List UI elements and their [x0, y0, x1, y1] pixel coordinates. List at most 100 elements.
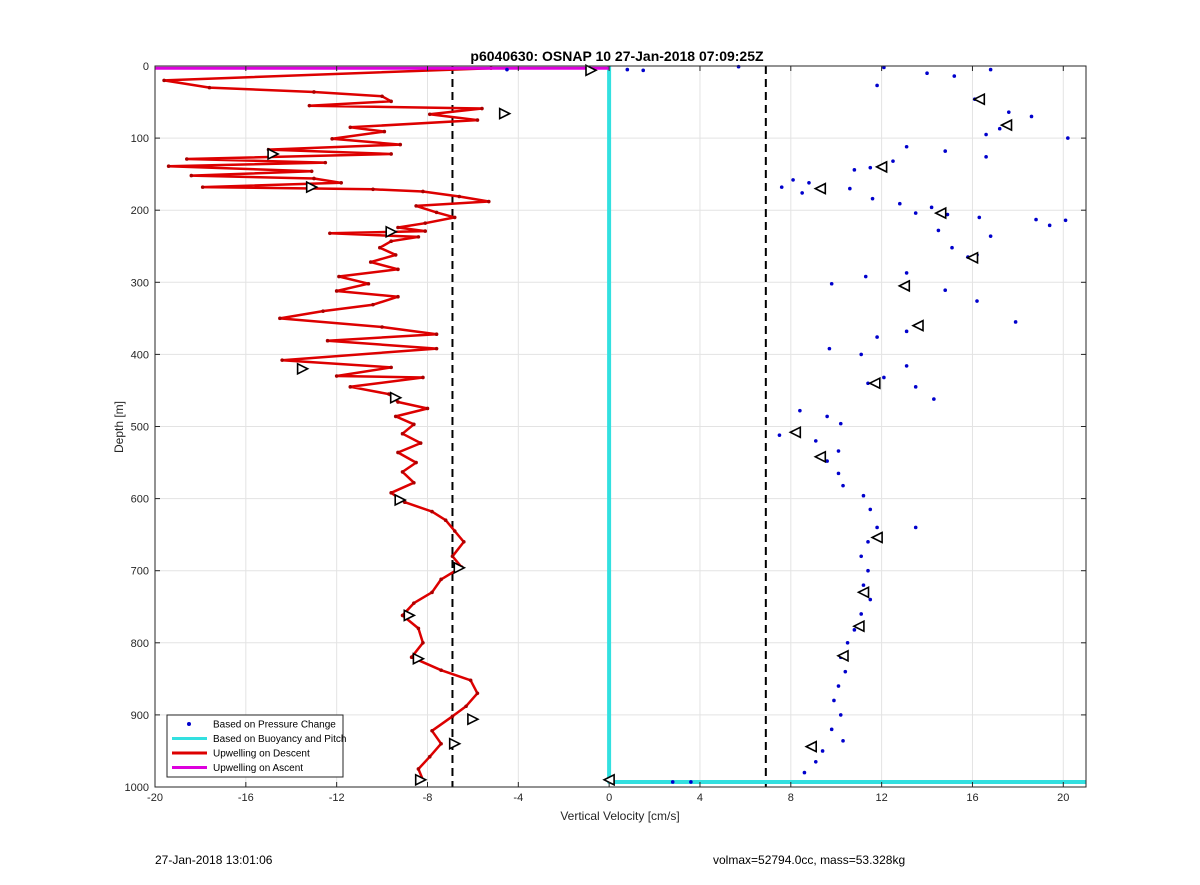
descent-marker: [498, 107, 512, 120]
pressure-change-point: [836, 684, 841, 688]
pressure-change-point: [863, 274, 868, 279]
pressure-change-point: [852, 168, 857, 172]
pressure-change-point: [861, 583, 866, 587]
descent-data-point: [427, 754, 432, 759]
legend-label: Upwelling on Descent: [213, 749, 310, 760]
pressure-change-point: [904, 364, 909, 368]
pressure-change-point: [875, 335, 879, 339]
descent-data-point: [366, 281, 371, 286]
pressure-change-point: [843, 669, 848, 674]
pressure-change-point: [945, 212, 950, 217]
y-tick-label: 800: [131, 638, 149, 650]
descent-data-point: [334, 289, 339, 293]
descent-data-point: [412, 480, 416, 485]
ascent-marker: [836, 649, 849, 663]
pressure-change-point: [932, 397, 936, 401]
descent-marker: [389, 391, 403, 404]
pressure-change-point: [825, 459, 829, 463]
pressure-change-point: [943, 288, 948, 293]
pressure-change-point: [689, 780, 693, 784]
pressure-change-point: [913, 211, 918, 215]
y-tick-label: 400: [131, 349, 149, 361]
descent-marker: [467, 712, 480, 726]
pressure-change-point: [913, 525, 918, 530]
ascent-marker: [852, 619, 865, 633]
pressure-change-point: [813, 439, 818, 443]
x-tick-label: -4: [513, 792, 523, 804]
pressure-change-point: [988, 67, 993, 72]
pressure-change-point: [866, 568, 870, 573]
pressure-change-point: [913, 385, 918, 389]
ascent-marker: [813, 450, 827, 464]
descent-data-point: [452, 215, 457, 220]
pressure-change-point: [866, 540, 870, 544]
pressure-change-point: [838, 713, 843, 717]
descent-data-point: [414, 204, 418, 208]
descent-marker: [296, 362, 310, 376]
descent-data-point: [380, 325, 384, 329]
y-tick-label: 500: [131, 422, 149, 434]
descent-data-point: [464, 704, 468, 709]
pressure-change-point: [861, 493, 866, 498]
descent-marker: [267, 147, 280, 161]
pressure-change-point: [777, 433, 782, 437]
descent-data-point: [475, 691, 480, 696]
pressure-change-point: [904, 144, 909, 149]
pressure-change-point: [984, 132, 988, 137]
y-tick-label: 700: [131, 566, 149, 578]
descent-data-point: [307, 103, 312, 108]
descent-data-point: [427, 112, 432, 117]
descent-marker: [305, 180, 319, 194]
series-line-upwelling-descent: [162, 66, 492, 781]
descent-data-point: [184, 157, 189, 161]
tick-labels: -20 -16 -12 -8 -4 0 4 8 12 16 20010020030040050060…: [125, 61, 1086, 804]
pressure-change-point: [997, 126, 1002, 131]
descent-marker: [448, 737, 462, 750]
descent-data-point: [400, 431, 405, 436]
pressure-change-point: [802, 770, 807, 775]
pressure-change-point: [988, 234, 993, 238]
descent-data-point: [334, 374, 339, 378]
pressure-change-point: [859, 554, 863, 559]
descent-data-point: [468, 678, 473, 683]
descent-data-point: [339, 181, 344, 185]
descent-data-point: [434, 332, 439, 337]
descent-data-point: [382, 129, 387, 134]
pressure-change-point: [836, 449, 841, 453]
x-axis-title: Vertical Velocity [cm/s]: [560, 809, 679, 823]
descent-data-point: [368, 260, 373, 264]
descent-marker: [453, 561, 467, 575]
pressure-change-point: [925, 71, 929, 76]
descent-data-point: [312, 90, 316, 94]
descent-data-point: [434, 346, 439, 351]
x-tick-label: -20: [147, 792, 163, 804]
descent-marker: [394, 493, 407, 507]
pressure-change-point: [891, 159, 895, 163]
descent-data-point: [480, 106, 484, 111]
descent-data-point: [425, 406, 430, 411]
descent-data-point: [325, 338, 330, 343]
x-tick-label: -12: [329, 792, 345, 804]
ascent-marker: [933, 206, 947, 220]
grid: [154, 65, 1086, 788]
descent-data-point: [278, 316, 282, 321]
descent-data-point: [400, 613, 405, 618]
descent-data-point: [389, 365, 393, 370]
y-tick-label: 600: [131, 494, 149, 506]
descent-data-point: [396, 400, 400, 404]
x-tick-label: -16: [238, 792, 254, 804]
pressure-change-point: [859, 352, 863, 357]
pressure-change-point: [904, 329, 909, 334]
descent-data-point: [323, 160, 328, 165]
descent-data-point: [389, 239, 393, 244]
descent-data-point: [387, 392, 391, 396]
pressure-change-point: [825, 414, 829, 419]
y-tick-label: 0: [143, 61, 149, 73]
pressure-change-point: [829, 281, 834, 286]
descent-data-point: [396, 267, 400, 272]
descent-data-point: [414, 460, 418, 465]
descent-data-point: [462, 540, 466, 544]
pressure-change-point: [1034, 217, 1038, 222]
pressure-change-point: [868, 507, 873, 512]
pressure-change-point: [841, 739, 845, 743]
